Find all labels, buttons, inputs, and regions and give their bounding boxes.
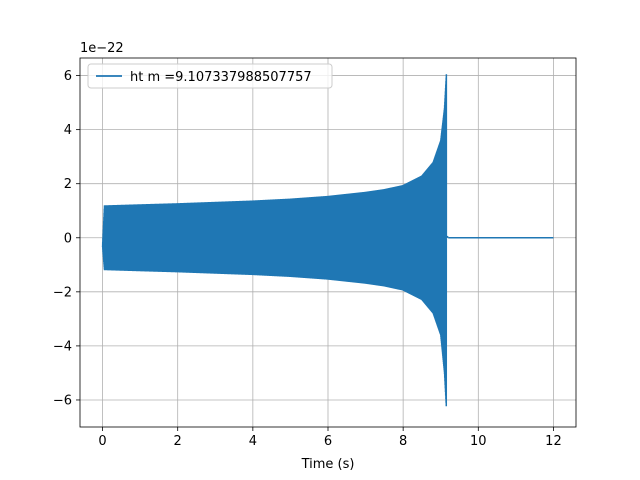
legend[interactable]: ht m =9.107337988507757 <box>87 63 333 89</box>
y-tick-label: −4 <box>53 339 72 354</box>
x-axis-label: Time (s) <box>301 457 355 472</box>
y-tick-label: 6 <box>64 69 72 84</box>
x-tick-label: 6 <box>324 434 332 449</box>
x-axis-ticks: 0 2 4 6 8 10 12 <box>98 427 562 449</box>
x-tick-label: 8 <box>399 434 407 449</box>
series-line-chirp <box>101 74 449 407</box>
y-tick-label: −6 <box>53 393 72 408</box>
x-tick-label: 12 <box>545 434 562 449</box>
x-tick-label: 0 <box>98 434 106 449</box>
x-tick-label: 2 <box>174 434 182 449</box>
y-tick-label: 2 <box>64 177 72 192</box>
y-axis-ticks: −6 −4 −2 0 2 4 6 <box>53 69 80 408</box>
x-tick-label: 4 <box>249 434 257 449</box>
legend-box <box>87 63 333 89</box>
x-tick-label: 10 <box>470 434 487 449</box>
series-layer <box>101 74 554 407</box>
y-tick-label: 4 <box>64 123 72 138</box>
y-tick-label: −2 <box>53 285 72 300</box>
y-axis-offset-label: 1e−22 <box>80 41 124 56</box>
legend-label: ht m =9.107337988507757 <box>130 70 312 85</box>
y-tick-label: 0 <box>64 231 72 246</box>
